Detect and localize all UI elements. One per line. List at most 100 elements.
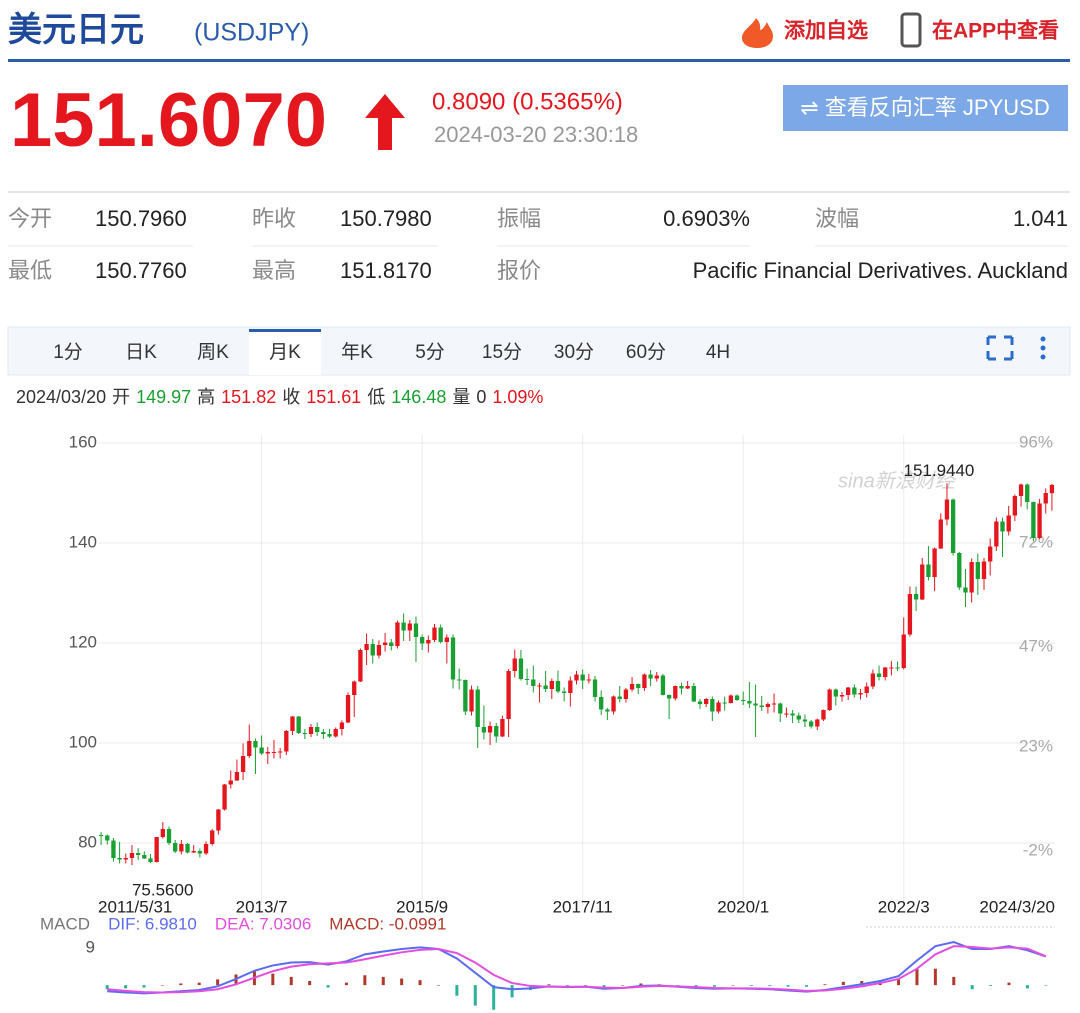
candle-body — [988, 546, 993, 562]
candle-body — [352, 681, 357, 695]
candle-body — [253, 741, 258, 748]
candle-body — [358, 650, 363, 682]
candle-body — [1043, 493, 1048, 504]
candle-body — [827, 689, 832, 710]
candle-body — [901, 634, 906, 668]
tab[interactable]: 60分 — [626, 341, 666, 363]
candle-body — [815, 719, 820, 727]
candle-body — [531, 679, 536, 686]
tab[interactable]: 30分 — [554, 341, 594, 363]
tab[interactable]: 5分 — [415, 341, 445, 363]
candle-body — [105, 835, 110, 841]
macd-bar — [418, 980, 422, 986]
macd-bar — [363, 975, 367, 986]
y2-tick-label: 47% — [1019, 636, 1053, 655]
dea-line — [107, 945, 1047, 994]
macd-legend: MACD — [40, 914, 90, 933]
candle-body — [864, 686, 869, 693]
candle-body — [389, 642, 394, 646]
candle-body — [623, 689, 629, 699]
info-value: 151.82 — [221, 387, 276, 407]
macd-bar — [455, 985, 459, 996]
candle-body — [703, 699, 709, 704]
candle-body — [1031, 502, 1036, 538]
candle-body — [160, 829, 165, 837]
candle-body — [265, 752, 270, 754]
candle-body — [660, 675, 666, 695]
open-app[interactable]: 在APP中查看 — [932, 19, 1059, 43]
candle-body — [833, 689, 838, 697]
macd-bar — [713, 985, 717, 987]
reverse-rate-label[interactable]: ⇌ 查看反向汇率 JPYUSD — [800, 95, 1049, 120]
candle-body — [296, 716, 301, 733]
stat-value: Pacific Financial Derivatives. Auckland — [693, 258, 1068, 283]
macd-bar — [160, 985, 164, 986]
tab[interactable]: 月K — [269, 342, 301, 363]
candle-body — [426, 640, 431, 644]
candle-body — [697, 701, 703, 704]
extreme-label: 151.9440 — [903, 461, 974, 480]
candle-body — [963, 587, 968, 593]
candle-body — [419, 637, 425, 644]
reverse-rate-button[interactable] — [783, 85, 1068, 131]
macd-bar — [970, 985, 974, 990]
stat-label: 振幅 — [497, 206, 541, 231]
tab[interactable]: 周K — [197, 342, 229, 363]
candle-body — [1012, 496, 1018, 516]
macd-bar — [492, 985, 496, 1010]
stat-value: 151.8170 — [340, 258, 432, 283]
info-value: 146.48 — [391, 387, 446, 407]
macd-bar — [952, 976, 956, 986]
candle-body — [506, 671, 511, 719]
candle-body — [611, 696, 616, 712]
quote-time: 2024-03-20 23:30:18 — [434, 122, 638, 147]
candle-body — [487, 726, 493, 733]
fullscreen-icon[interactable] — [986, 335, 1014, 361]
candle-body — [907, 594, 913, 635]
more-icon[interactable] — [1040, 336, 1046, 360]
tab[interactable]: 年K — [341, 341, 373, 363]
candle-body — [926, 564, 931, 577]
macd-bar — [271, 973, 275, 986]
candle-body — [839, 695, 845, 697]
candle-body — [247, 741, 252, 756]
tab[interactable]: 15分 — [482, 341, 522, 363]
candle-body — [154, 837, 159, 862]
macd-bar — [823, 984, 827, 986]
price: 151.6070 — [10, 78, 327, 163]
active-tab — [249, 330, 321, 375]
macd-bar — [602, 985, 606, 988]
candle-body — [395, 622, 400, 646]
candle-body — [216, 809, 221, 831]
candle-body — [685, 686, 690, 689]
macd-bar — [179, 983, 183, 986]
active-tab-marker — [249, 329, 321, 332]
tab[interactable]: 日K — [125, 342, 157, 363]
candle-body — [691, 686, 696, 702]
macd-bar — [897, 979, 901, 986]
macd-bar — [142, 985, 146, 988]
tab[interactable]: 1分 — [53, 341, 83, 363]
candle-body — [111, 840, 116, 858]
x-tick-label: 2017/11 — [553, 897, 613, 916]
candle-body — [549, 681, 554, 689]
candle-body — [123, 858, 128, 860]
candle-body — [407, 623, 412, 631]
candle-body — [259, 747, 264, 754]
candle-body — [870, 673, 876, 687]
candle-body — [938, 519, 943, 549]
add-watchlist[interactable]: 添加自选 — [784, 19, 868, 43]
tab[interactable]: 4H — [706, 342, 730, 363]
macd-bar — [197, 982, 201, 986]
x-tick-label: 2011/5/31 — [98, 897, 172, 916]
candle-body — [846, 687, 851, 695]
candle-body — [642, 674, 647, 688]
candle-body — [561, 691, 567, 693]
macd-bar — [289, 976, 293, 986]
y-tick-label: 100 — [69, 732, 97, 751]
candle-body — [592, 679, 598, 697]
candle-body — [599, 697, 604, 710]
candle-body — [771, 703, 777, 705]
candle-body — [858, 693, 863, 695]
candle-body — [321, 732, 326, 734]
